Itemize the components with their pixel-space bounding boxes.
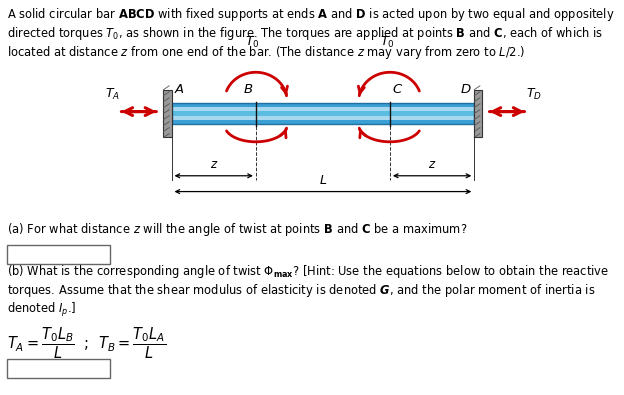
- Text: located at distance $z$ from one end of the bar. (The distance $z$ may vary from: located at distance $z$ from one end of …: [7, 44, 526, 61]
- Text: denoted $I_p$.]: denoted $I_p$.]: [7, 301, 77, 319]
- Text: torques. Assume that the shear modulus of elasticity is denoted $\boldsymbol{G}$: torques. Assume that the shear modulus o…: [7, 282, 596, 299]
- Text: $C$: $C$: [392, 83, 404, 96]
- Bar: [172, 120, 474, 124]
- Text: $z$: $z$: [428, 158, 436, 171]
- Text: A solid circular bar $\mathbf{ABCD}$ with fixed supports at ends $\mathbf{A}$ an: A solid circular bar $\mathbf{ABCD}$ wit…: [7, 6, 615, 23]
- Bar: [172, 116, 474, 120]
- Bar: [474, 90, 482, 137]
- Text: $T_D$: $T_D$: [525, 87, 542, 102]
- Text: (a) For what distance $z$ will the angle of twist at points $\mathbf{B}$ and $\m: (a) For what distance $z$ will the angle…: [7, 221, 468, 238]
- Bar: [163, 90, 172, 137]
- Text: $L$: $L$: [319, 174, 327, 187]
- Text: $T_0$: $T_0$: [245, 35, 260, 50]
- Text: $T_A$: $T_A$: [105, 87, 120, 102]
- Text: $T_A = \dfrac{T_0 L_B}{L}$  ;  $T_B = \dfrac{T_0 L_A}{L}$: $T_A = \dfrac{T_0 L_B}{L}$ ; $T_B = \dfr…: [7, 326, 167, 361]
- Bar: [172, 107, 474, 111]
- Bar: [172, 103, 474, 124]
- Text: (b) What is the corresponding angle of twist $\Phi_{\mathbf{max}}$? [Hint: Use t: (b) What is the corresponding angle of t…: [7, 263, 610, 280]
- Text: directed torques $T_0$, as shown in the figure. The torques are applied at point: directed torques $T_0$, as shown in the …: [7, 25, 603, 42]
- Text: $B$: $B$: [243, 83, 253, 96]
- Bar: [7, 245, 110, 264]
- Text: $z$: $z$: [210, 158, 218, 171]
- Text: $T_0$: $T_0$: [379, 35, 394, 50]
- Text: $A$: $A$: [174, 83, 185, 96]
- Bar: [7, 359, 110, 378]
- Text: $D$: $D$: [460, 83, 472, 96]
- Bar: [172, 111, 474, 116]
- Bar: [172, 103, 474, 107]
